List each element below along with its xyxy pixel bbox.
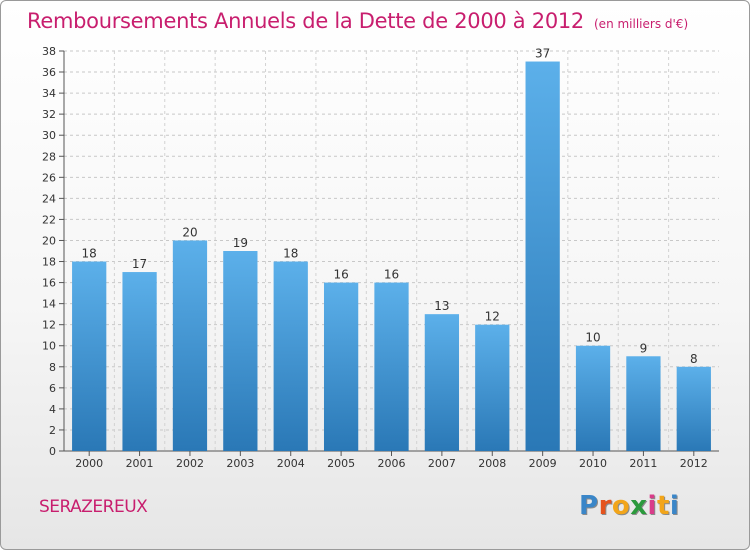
y-tick-label: 36 bbox=[42, 66, 56, 79]
x-tick-label: 2007 bbox=[428, 457, 456, 470]
bar bbox=[626, 356, 661, 451]
bar bbox=[676, 366, 711, 451]
y-tick-label: 32 bbox=[42, 108, 56, 121]
data-label: 17 bbox=[132, 257, 147, 271]
bar bbox=[72, 261, 107, 451]
y-tick-label: 28 bbox=[42, 150, 56, 163]
y-tick-label: 2 bbox=[49, 424, 56, 437]
y-tick-label: 12 bbox=[42, 319, 56, 332]
logo-letter: o bbox=[611, 491, 631, 521]
bar bbox=[424, 314, 460, 451]
y-tick-label: 26 bbox=[42, 171, 56, 184]
x-tick-label: 2009 bbox=[529, 457, 557, 470]
bar bbox=[374, 282, 409, 451]
y-tick-label: 22 bbox=[42, 213, 56, 226]
y-tick-label: 34 bbox=[42, 87, 56, 100]
logo-letter: t bbox=[656, 491, 670, 521]
logo-letter: i bbox=[647, 491, 657, 521]
x-tick-label: 2012 bbox=[680, 457, 708, 470]
y-tick-label: 10 bbox=[42, 340, 56, 353]
chart-title: Remboursements Annuels de la Dette de 20… bbox=[27, 9, 688, 33]
data-label: 18 bbox=[82, 247, 97, 261]
x-tick-label: 2008 bbox=[478, 457, 506, 470]
chart-title-text: Remboursements Annuels de la Dette de 20… bbox=[27, 9, 584, 33]
y-tick-label: 4 bbox=[49, 403, 56, 416]
bar bbox=[475, 324, 510, 451]
labels: 0246810121416182022242628303234363818200… bbox=[42, 45, 708, 470]
location-name: SERAZEREUX bbox=[39, 497, 148, 517]
y-tick-label: 16 bbox=[42, 277, 56, 290]
data-label: 12 bbox=[485, 310, 500, 324]
bar bbox=[122, 272, 157, 451]
bar bbox=[525, 61, 560, 452]
logo-letter: r bbox=[598, 491, 612, 521]
data-label: 18 bbox=[283, 247, 298, 261]
x-tick-label: 2003 bbox=[226, 457, 254, 470]
data-label: 10 bbox=[585, 331, 600, 345]
data-label: 16 bbox=[333, 268, 348, 282]
proxiti-logo: Proxiti bbox=[579, 491, 679, 521]
x-tick-label: 2006 bbox=[378, 457, 406, 470]
y-tick-label: 8 bbox=[49, 361, 56, 374]
data-label: 16 bbox=[384, 268, 399, 282]
x-tick-label: 2011 bbox=[629, 457, 657, 470]
chart-subtitle: (en milliers d'€) bbox=[594, 17, 689, 31]
y-tick-label: 20 bbox=[42, 234, 56, 247]
x-tick-label: 2010 bbox=[579, 457, 607, 470]
y-tick-label: 38 bbox=[42, 45, 56, 58]
bar bbox=[575, 345, 611, 451]
bars bbox=[72, 61, 711, 452]
logo-letter: P bbox=[579, 491, 599, 521]
data-label: 37 bbox=[535, 47, 550, 61]
data-label: 20 bbox=[182, 225, 197, 239]
bar bbox=[273, 261, 308, 451]
y-tick-label: 18 bbox=[42, 256, 56, 269]
logo-letter: x bbox=[630, 491, 648, 521]
x-tick-label: 2000 bbox=[75, 457, 103, 470]
y-tick-label: 30 bbox=[42, 129, 56, 142]
x-tick-label: 2001 bbox=[126, 457, 154, 470]
x-tick-label: 2004 bbox=[277, 457, 305, 470]
bar bbox=[223, 251, 258, 451]
x-tick-label: 2002 bbox=[176, 457, 204, 470]
y-tick-label: 0 bbox=[49, 445, 56, 458]
data-label: 8 bbox=[690, 352, 698, 366]
y-tick-label: 24 bbox=[42, 192, 56, 205]
data-label: 13 bbox=[434, 299, 449, 313]
y-tick-label: 6 bbox=[49, 382, 56, 395]
bar bbox=[323, 282, 359, 451]
data-label: 19 bbox=[233, 236, 248, 250]
data-label: 9 bbox=[640, 341, 648, 355]
logo-letter: i bbox=[669, 491, 680, 521]
bar bbox=[172, 240, 208, 451]
x-tick-label: 2005 bbox=[327, 457, 355, 470]
y-tick-label: 14 bbox=[42, 298, 56, 311]
